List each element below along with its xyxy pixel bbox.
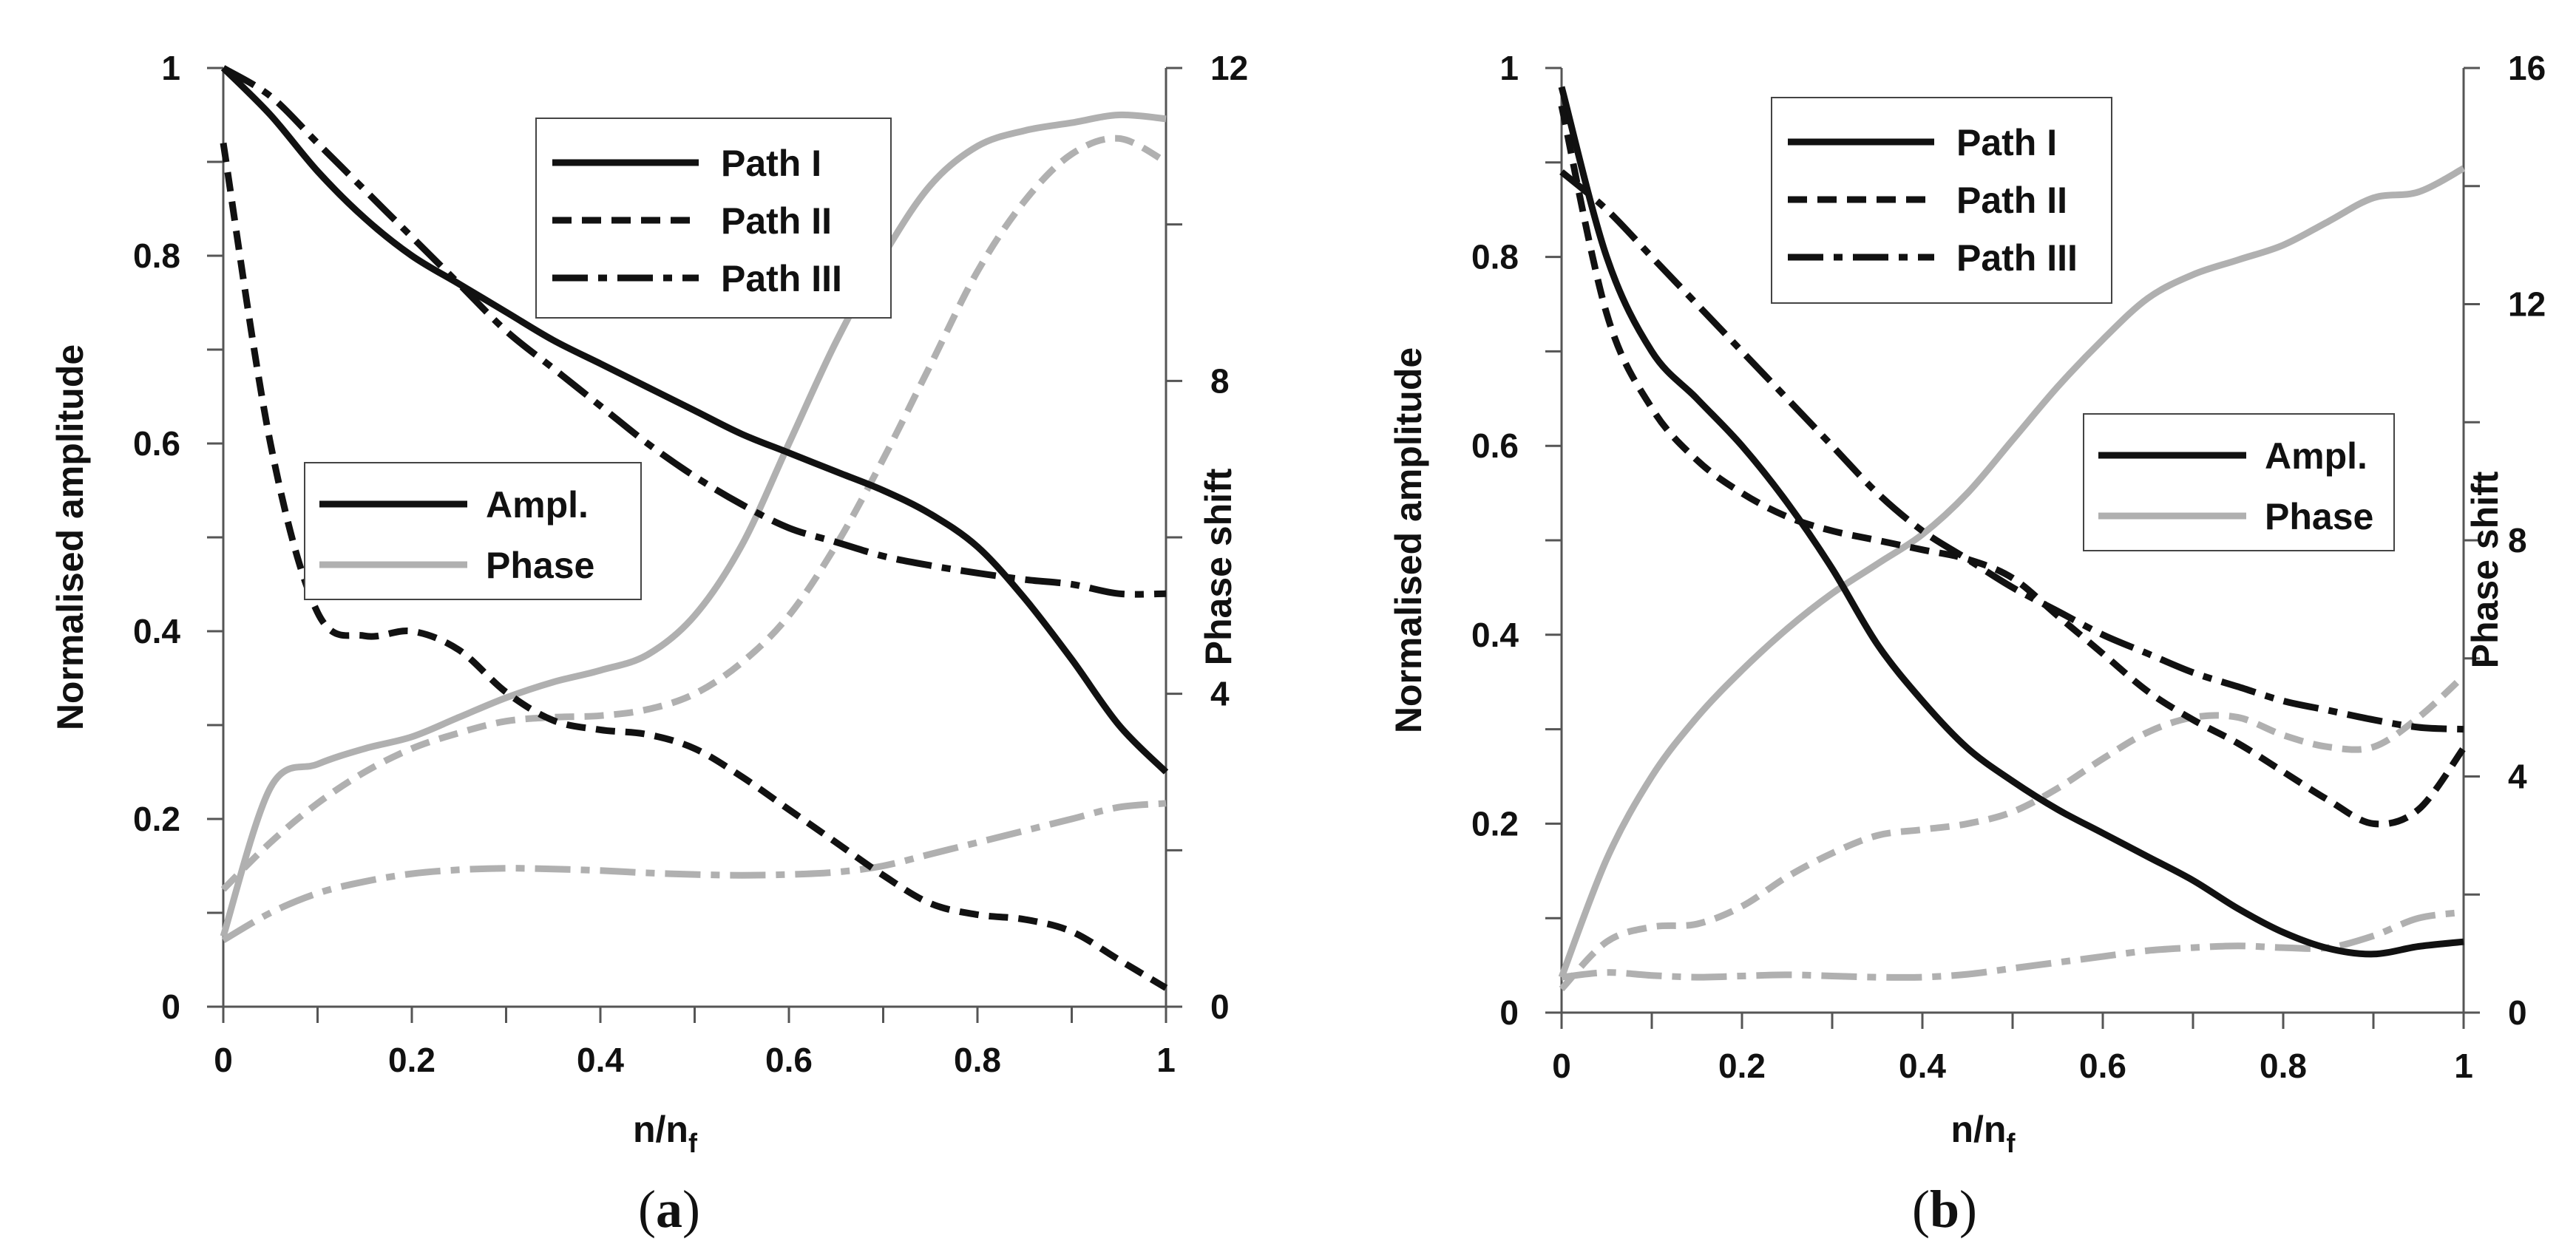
series-amplitude-path-iii: [1559, 169, 2464, 733]
x-tick-label: 0: [214, 1041, 233, 1079]
x-tick-label: 0: [1552, 1047, 1571, 1085]
series-amplitude-path-iii: [221, 65, 1167, 598]
caption-open-paren: (: [1912, 1180, 1930, 1239]
type-legend-label: Ampl.: [486, 484, 589, 526]
type-legend-box: [304, 462, 642, 600]
caption-close-paren: ): [682, 1180, 700, 1239]
y2-tick-label: 4: [1210, 675, 1230, 713]
y-tick-label: 0.8: [133, 237, 180, 275]
x-axis-title: n/nf: [1951, 1109, 2016, 1158]
y2-tick-label: 0: [1210, 987, 1230, 1026]
x-tick-label: 1: [1156, 1041, 1176, 1079]
path-legend-label: Path III: [1956, 237, 2078, 279]
panel-b: 0 0.2 0.4 0.6 0.8 100.20.40.60.810481216Norma…: [1388, 49, 2546, 1239]
series-phase-path-iii: [1561, 908, 2464, 981]
series-amplitude-path-ii: [1558, 105, 2467, 828]
type-legend-label: Phase: [486, 545, 594, 586]
path-legend-label: Path II: [721, 200, 832, 242]
y-tick-label: 0.4: [1471, 616, 1519, 654]
y2-tick-label: 8: [1210, 361, 1230, 400]
x-axis-subscript: f: [2006, 1128, 2016, 1158]
path-legend-label: Path II: [1956, 180, 2067, 221]
y-tick-label: 0: [161, 987, 180, 1026]
series-phase-path-ii: [220, 135, 1168, 892]
x-tick-label: 0.6: [765, 1041, 813, 1079]
y2-tick-label: 12: [1210, 49, 1248, 87]
y-tick-label: 0.2: [133, 800, 180, 838]
y-axis-title: Normalised amplitude: [1388, 347, 1429, 733]
series-phase-path-i: [220, 111, 1167, 938]
panel-caption: (a): [638, 1180, 700, 1239]
y2-tick-label: 12: [2508, 285, 2546, 324]
x-tick-label: 0.6: [2079, 1047, 2126, 1085]
panel-a: 0 0.2 0.4 0.6 0.8 100.20.40.60.8104812Normali…: [50, 49, 1248, 1239]
caption-open-paren: (: [638, 1180, 656, 1239]
y-tick-label: 1: [1499, 49, 1519, 87]
y-tick-label: 1: [161, 49, 180, 87]
y-tick-label: 0.2: [1471, 804, 1519, 843]
x-tick-label: 0.2: [388, 1041, 435, 1079]
y2-axis-title: Phase shift: [1198, 468, 1239, 665]
type-legend-box: [2083, 413, 2395, 551]
type-legend-label: Phase: [2265, 496, 2373, 537]
y2-tick-label: 4: [2508, 758, 2527, 796]
series-amplitude-path-i: [1558, 86, 2464, 958]
panel-caption: (b): [1912, 1180, 1977, 1239]
x-tick-label: 1: [2454, 1047, 2473, 1085]
path-legend-label: Path I: [721, 143, 821, 184]
x-axis-title: n/nf: [633, 1109, 698, 1158]
x-axis-subscript: f: [688, 1128, 698, 1158]
x-tick-label: 0.8: [954, 1041, 1001, 1079]
y-tick-label: 0.6: [133, 424, 180, 463]
path-legend-label: Path I: [1956, 122, 2057, 163]
x-tick-label: 0.4: [1899, 1047, 1946, 1085]
path-legend-label: Path III: [721, 258, 842, 299]
y2-tick-label: 16: [2508, 49, 2546, 87]
y-tick-label: 0.4: [133, 612, 180, 650]
caption-letter: a: [656, 1180, 682, 1239]
x-tick-label: 0.2: [1718, 1047, 1766, 1085]
y2-tick-label: 0: [2508, 993, 2527, 1032]
x-tick-label: 0.4: [577, 1041, 624, 1079]
x-tick-label: 0.8: [2260, 1047, 2307, 1085]
y-tick-label: 0.8: [1471, 238, 1519, 276]
series-phase-path-i: [1558, 165, 2466, 979]
y-tick-label: 0: [1499, 993, 1519, 1032]
y-tick-label: 0.6: [1471, 426, 1519, 465]
series-amplitude-path-ii: [220, 142, 1168, 991]
y-axis-title: Normalised amplitude: [50, 344, 91, 730]
type-legend-label: Ampl.: [2265, 435, 2367, 477]
y2-tick-label: 8: [2508, 521, 2527, 560]
series-phase-path-iii: [221, 800, 1167, 943]
caption-close-paren: ): [1959, 1180, 1977, 1239]
series-phase-path-ii: [1559, 673, 2467, 992]
caption-letter: b: [1930, 1180, 1959, 1239]
series-amplitude-path-i: [220, 65, 1169, 775]
y2-axis-title: Phase shift: [2464, 471, 2506, 668]
